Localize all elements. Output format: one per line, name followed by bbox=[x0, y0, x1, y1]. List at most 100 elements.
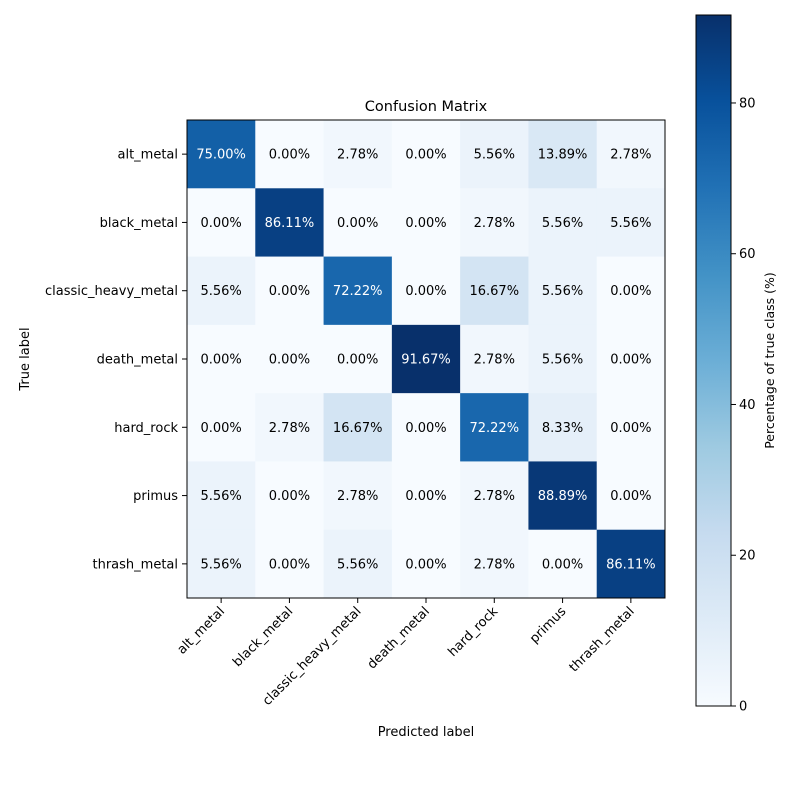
cell-value-label: 0.00% bbox=[405, 216, 446, 231]
colorbar-ticks: 0 20 40 60 80 bbox=[731, 96, 756, 715]
colorbar-frame bbox=[695, 14, 732, 707]
cell-value-label: 16.67% bbox=[469, 284, 519, 299]
heatmap-cell bbox=[528, 393, 598, 462]
cell-value-label: 0.00% bbox=[405, 148, 446, 163]
colorbar-tick-label: 60 bbox=[739, 247, 756, 262]
heatmap-cells bbox=[187, 120, 666, 599]
cell-value-label: 2.78% bbox=[474, 557, 515, 572]
heatmap-cell bbox=[528, 256, 598, 326]
heatmap-cell bbox=[187, 529, 256, 599]
y-tick-label: alt_metal bbox=[117, 148, 178, 163]
heatmap-cell bbox=[596, 529, 666, 599]
cell-value-label: 5.56% bbox=[200, 489, 241, 504]
cell-value-label: 86.11% bbox=[606, 557, 656, 572]
heatmap-cell bbox=[255, 120, 324, 189]
x-axis-label: Predicted label bbox=[378, 725, 475, 740]
heatmap-cell bbox=[596, 393, 666, 462]
cell-value-label: 5.56% bbox=[542, 284, 583, 299]
heatmap-cell bbox=[187, 188, 256, 257]
cell-value-label: 2.78% bbox=[474, 489, 515, 504]
heatmap-cell bbox=[460, 393, 529, 462]
y-tick-label: thrash_metal bbox=[93, 557, 179, 572]
cell-value-label: 75.00% bbox=[196, 148, 246, 163]
x-tick-label: death_metal bbox=[365, 604, 433, 672]
cell-value-label: 2.78% bbox=[474, 353, 515, 368]
cell-value-label: 86.11% bbox=[265, 216, 315, 231]
chart-title: Confusion Matrix bbox=[365, 99, 488, 115]
heatmap-cell bbox=[391, 256, 461, 326]
heatmap-cell bbox=[323, 461, 393, 531]
heatmap-cell bbox=[391, 529, 461, 599]
heatmap-cell bbox=[528, 188, 598, 257]
cell-value-label: 0.00% bbox=[610, 353, 651, 368]
heatmap-cell bbox=[391, 120, 461, 189]
heatmap-cell bbox=[187, 324, 256, 394]
heatmap-cell bbox=[391, 393, 461, 462]
y-axis-label: True label bbox=[18, 327, 33, 391]
y-tick-label: black_metal bbox=[100, 216, 178, 231]
colorbar-label: Percentage of true class (%) bbox=[762, 272, 777, 449]
heatmap-cell bbox=[596, 188, 666, 257]
heatmap-cell bbox=[323, 529, 393, 599]
cell-value-label: 0.00% bbox=[200, 216, 241, 231]
cell-value-label: 0.00% bbox=[269, 557, 310, 572]
cell-value-label: 0.00% bbox=[337, 216, 378, 231]
cell-value-label: 0.00% bbox=[269, 284, 310, 299]
cell-value-label: 0.00% bbox=[269, 489, 310, 504]
cell-value-label: 5.56% bbox=[474, 148, 515, 163]
y-tick-label: classic_heavy_metal bbox=[45, 284, 178, 299]
cell-value-label: 8.33% bbox=[542, 421, 583, 436]
x-tick-label: hard_rock bbox=[445, 604, 501, 660]
colorbar bbox=[696, 15, 731, 706]
heatmap-cell bbox=[323, 393, 393, 462]
y-tick-label: hard_rock bbox=[114, 421, 178, 436]
x-tick-label: alt_metal bbox=[175, 604, 228, 657]
y-axis-ticks: alt_metal black_metal classic_heavy_metald… bbox=[45, 148, 187, 572]
cell-value-label: 0.00% bbox=[610, 489, 651, 504]
heatmap-cell bbox=[528, 120, 598, 189]
x-tick-label: thrash_metal bbox=[567, 604, 638, 675]
heatmap-cell bbox=[391, 188, 461, 257]
cell-value-label: 72.22% bbox=[469, 421, 519, 436]
cell-value-label: 13.89% bbox=[538, 148, 588, 163]
heatmap-cell bbox=[460, 461, 529, 531]
heatmap-cell bbox=[323, 324, 393, 394]
cell-value-label: 91.67% bbox=[401, 353, 451, 368]
colorbar-tick-label: 0 bbox=[739, 700, 747, 715]
colorbar-tick-label: 80 bbox=[739, 96, 756, 111]
heatmap-cell bbox=[596, 120, 666, 189]
cell-value-label: 0.00% bbox=[200, 421, 241, 436]
heatmap-cell bbox=[528, 461, 598, 531]
heatmap-cell bbox=[460, 324, 529, 394]
heatmap-cell bbox=[460, 529, 529, 599]
y-tick-label: death_metal bbox=[97, 353, 178, 368]
heatmap-cell bbox=[323, 188, 393, 257]
cell-value-label: 2.78% bbox=[337, 489, 378, 504]
cell-value-label: 0.00% bbox=[405, 489, 446, 504]
heatmap-cell bbox=[596, 256, 666, 326]
x-tick-label: primus bbox=[527, 604, 570, 647]
cell-value-label: 5.56% bbox=[542, 216, 583, 231]
y-tick-label: primus bbox=[133, 489, 178, 504]
cell-value-label: 0.00% bbox=[405, 557, 446, 572]
cell-value-label: 0.00% bbox=[337, 353, 378, 368]
heatmap-cell bbox=[255, 529, 324, 599]
cell-value-label: 0.00% bbox=[200, 353, 241, 368]
heatmap-cell bbox=[255, 188, 324, 257]
heatmap-cell bbox=[460, 188, 529, 257]
cell-value-label: 0.00% bbox=[269, 148, 310, 163]
heatmap-cell bbox=[528, 529, 598, 599]
cell-value-label: 5.56% bbox=[542, 353, 583, 368]
heatmap-cell bbox=[391, 461, 461, 531]
heatmap-cell bbox=[255, 393, 324, 462]
heatmap-cell bbox=[187, 393, 256, 462]
cell-value-label: 16.67% bbox=[333, 421, 383, 436]
cell-value-label: 0.00% bbox=[269, 353, 310, 368]
heatmap-cell bbox=[187, 256, 256, 326]
heatmap-cell bbox=[187, 461, 256, 531]
cell-value-label: 2.78% bbox=[610, 148, 651, 163]
cell-value-label: 2.78% bbox=[337, 148, 378, 163]
cell-value-label: 0.00% bbox=[610, 421, 651, 436]
